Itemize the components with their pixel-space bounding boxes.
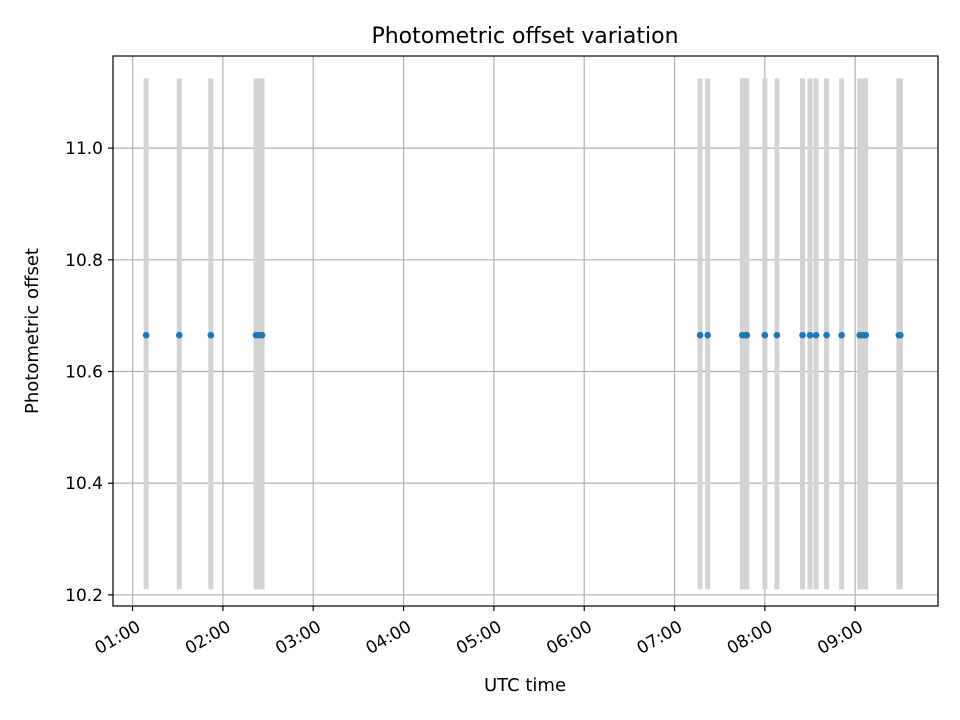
data-point: [897, 331, 904, 339]
data-point: [823, 331, 830, 339]
data-point: [806, 331, 814, 339]
data-point: [743, 331, 751, 339]
data-point: [862, 331, 870, 339]
data-point: [761, 331, 769, 339]
data-point: [696, 331, 704, 339]
data-point: [773, 331, 781, 339]
data-point: [175, 331, 183, 339]
x-tick-label: 08:00: [724, 617, 776, 659]
data-point: [812, 331, 820, 339]
data-point: [704, 331, 711, 339]
chart-title: Photometric offset variation: [371, 24, 678, 49]
point-layer: [142, 331, 904, 339]
x-tick-label: 01:00: [92, 617, 144, 659]
y-tick-label: 10.2: [65, 586, 103, 606]
y-tick-label: 10.6: [65, 362, 103, 382]
x-tick-label: 06:00: [543, 617, 595, 659]
y-tick-label: 10.8: [65, 251, 103, 271]
data-point: [142, 331, 150, 339]
x-axis-label: UTC time: [484, 675, 566, 696]
x-tick-label: 05:00: [453, 617, 505, 659]
data-point: [799, 331, 806, 339]
data-point: [258, 331, 266, 339]
x-tick-label: 09:00: [814, 617, 866, 659]
y-tick-label: 11.0: [65, 139, 103, 159]
x-tick-label: 02:00: [182, 617, 234, 659]
plot-frame: [112, 55, 939, 607]
y-axis-label: Photometric offset: [22, 248, 43, 414]
y-tick-label: 10.4: [65, 474, 103, 494]
data-point: [207, 331, 215, 339]
x-tick-label: 04:00: [363, 617, 415, 659]
x-tick-label: 07:00: [634, 617, 686, 659]
x-tick-label: 03:00: [272, 617, 324, 659]
data-point: [838, 331, 845, 339]
